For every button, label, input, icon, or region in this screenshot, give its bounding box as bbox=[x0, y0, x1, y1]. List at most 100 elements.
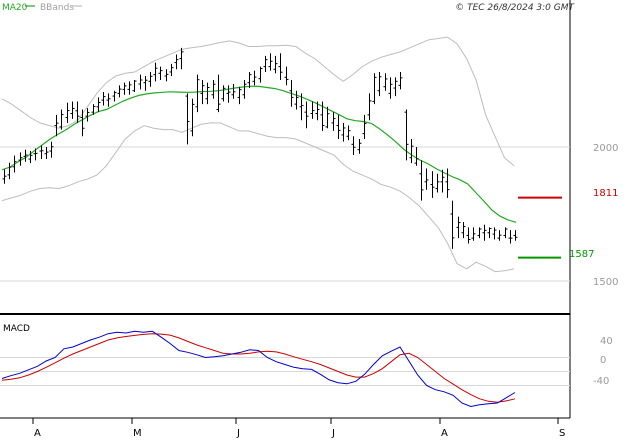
price-bar bbox=[112, 90, 117, 102]
price-bar bbox=[513, 230, 518, 241]
price-bar bbox=[409, 138, 414, 164]
price-bar bbox=[59, 109, 64, 130]
price-bar bbox=[404, 109, 409, 161]
price-bar bbox=[508, 230, 513, 244]
price-bar bbox=[383, 73, 388, 91]
legend-bbands: BBands bbox=[40, 3, 74, 13]
level-lines bbox=[518, 196, 562, 259]
price-bar bbox=[12, 155, 17, 173]
price-bars bbox=[2, 47, 518, 249]
price-bar bbox=[299, 93, 304, 121]
price-bar bbox=[23, 149, 28, 162]
price-bar bbox=[158, 66, 163, 80]
bb-upper-line bbox=[1, 36, 515, 167]
price-bar bbox=[419, 160, 424, 201]
price-bar bbox=[315, 101, 320, 121]
price-bar bbox=[101, 92, 106, 106]
price-bar bbox=[216, 74, 221, 113]
price-bar bbox=[424, 168, 429, 190]
time-label: S bbox=[559, 428, 565, 439]
price-bar bbox=[252, 70, 257, 86]
price-bar bbox=[195, 74, 200, 113]
time-label: J bbox=[331, 428, 335, 439]
price-tick-2000: 2000 bbox=[593, 143, 618, 154]
price-bar bbox=[310, 101, 315, 119]
price-bar bbox=[482, 224, 487, 241]
price-bar bbox=[273, 55, 278, 74]
price-bar bbox=[456, 216, 461, 239]
price-bar bbox=[461, 222, 466, 239]
price-bar bbox=[351, 136, 356, 156]
price-bar bbox=[169, 63, 174, 76]
macd-title: MACD bbox=[3, 324, 30, 334]
price-bar bbox=[320, 101, 325, 131]
price-bar bbox=[226, 85, 231, 103]
price-bar bbox=[372, 73, 377, 105]
price-bar bbox=[445, 168, 450, 198]
price-bar bbox=[242, 80, 247, 99]
price-tick-1500: 1500 bbox=[593, 277, 618, 288]
price-bar bbox=[164, 69, 169, 82]
price-bar bbox=[7, 162, 12, 180]
price-bar bbox=[492, 227, 497, 240]
price-bar bbox=[75, 101, 80, 123]
price-bar bbox=[2, 169, 7, 184]
price-bar bbox=[357, 138, 362, 154]
ma20-line bbox=[1, 85, 517, 223]
macd-tick-0: 0 bbox=[600, 355, 606, 366]
price-bar bbox=[65, 102, 70, 123]
price-bar bbox=[450, 200, 455, 249]
price-bar bbox=[18, 152, 23, 166]
price-bar bbox=[377, 71, 382, 97]
price-bar bbox=[49, 141, 54, 158]
price-bar bbox=[325, 106, 330, 129]
price-bar bbox=[362, 114, 367, 139]
price-bar bbox=[117, 85, 122, 98]
panel-frames bbox=[0, 0, 571, 419]
macd-tick-40: 40 bbox=[600, 336, 613, 347]
price-gridlines bbox=[0, 146, 570, 386]
price-bar bbox=[80, 109, 85, 137]
resistance-label: 1811 bbox=[593, 188, 618, 199]
price-bar bbox=[174, 54, 179, 70]
price-bar bbox=[70, 101, 75, 119]
macd-signal-line bbox=[1, 333, 516, 403]
price-bar bbox=[200, 80, 205, 105]
price-bar bbox=[393, 77, 398, 97]
macd-lines bbox=[1, 330, 516, 408]
price-bar bbox=[388, 77, 393, 99]
price-bar bbox=[143, 75, 148, 91]
price-bar bbox=[211, 80, 216, 99]
macd-tick-neg40: -40 bbox=[593, 376, 609, 387]
macd-line bbox=[1, 330, 516, 408]
price-bar bbox=[44, 147, 49, 160]
price-bar bbox=[221, 85, 226, 102]
price-bar bbox=[367, 93, 372, 121]
price-bar bbox=[122, 82, 127, 95]
legend-ma20: MA20 bbox=[2, 3, 28, 13]
support-label: 1587 bbox=[569, 249, 594, 260]
price-bar bbox=[294, 90, 299, 110]
price-bar bbox=[54, 114, 59, 137]
price-bar bbox=[341, 122, 346, 142]
price-bar bbox=[497, 230, 502, 241]
price-bar bbox=[430, 171, 435, 198]
price-bar bbox=[268, 53, 273, 71]
price-bar bbox=[148, 71, 153, 87]
price-bar bbox=[85, 108, 90, 122]
price-bar bbox=[278, 53, 283, 80]
price-bar bbox=[414, 147, 419, 166]
price-bar bbox=[477, 227, 482, 239]
price-bar bbox=[153, 62, 158, 82]
price-bar bbox=[96, 97, 101, 113]
price-bar bbox=[91, 104, 96, 115]
price-bar bbox=[304, 101, 309, 129]
price-bar bbox=[346, 125, 351, 141]
price-bar bbox=[33, 148, 38, 161]
time-label: A bbox=[441, 428, 448, 439]
price-bar bbox=[205, 82, 210, 105]
price-bar bbox=[190, 98, 195, 137]
price-bar bbox=[127, 81, 132, 95]
